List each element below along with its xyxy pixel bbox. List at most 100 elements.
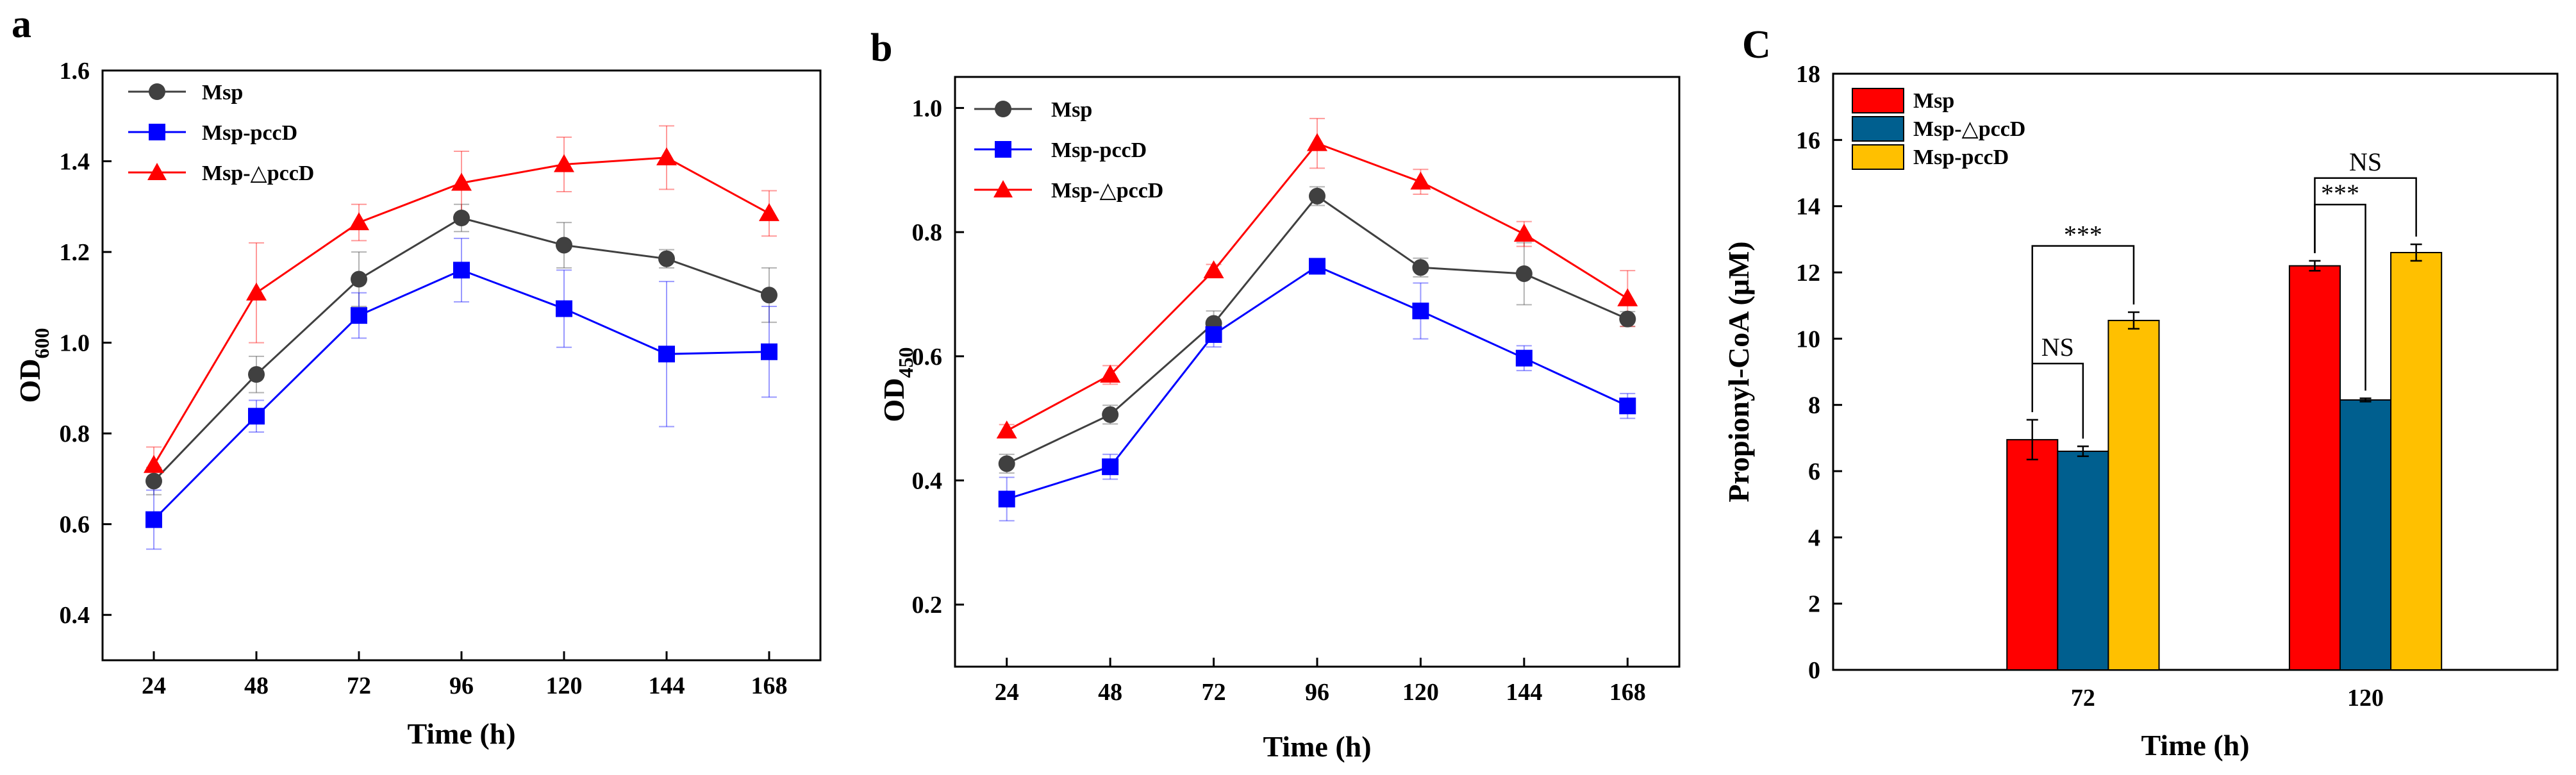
data-point-circle xyxy=(998,455,1015,472)
plot-area-c: NS *** *** NS xyxy=(2006,147,2443,671)
data-point-square xyxy=(761,343,777,360)
x-tick-label: 72 xyxy=(347,672,371,699)
data-point-triangle xyxy=(759,203,779,221)
error-bars xyxy=(146,237,777,550)
x-tick-label: 96 xyxy=(449,672,474,699)
significance-bracket: *** xyxy=(2031,221,2135,412)
significance-bracket: NS xyxy=(2031,333,2084,439)
legend-label: Msp-pccD xyxy=(1051,138,1147,162)
legend-swatch xyxy=(1852,144,1904,170)
x-axis-title-c: Time (h) xyxy=(2141,729,2249,762)
series-line xyxy=(1006,265,1628,500)
bracket-line xyxy=(2031,245,2135,412)
legend-swatch xyxy=(1852,116,1904,142)
legend-label: Msp-pccD xyxy=(1913,146,2009,169)
y-axis-b: 0.2 0.4 0.6 0.8 1.0 xyxy=(912,95,964,619)
legend-item: Msp xyxy=(1852,88,1954,113)
chart-panel-a: a 0.4 0.6 0.8 1.0 1.2 1.4 1.6 24 48 72 96 120 144 16… xyxy=(12,3,822,750)
data-point-circle xyxy=(761,287,777,304)
y-tick-label: 1.2 xyxy=(60,239,90,266)
series-markers xyxy=(145,262,777,528)
series-markers xyxy=(144,147,779,473)
data-point-square xyxy=(556,300,572,317)
y-tick-label: 6 xyxy=(1808,458,1820,485)
data-point-square xyxy=(998,490,1015,508)
legend-item: Msp-△pccD xyxy=(1852,116,2025,142)
data-point-circle xyxy=(556,237,572,254)
legend-label: Msp xyxy=(1913,89,1954,113)
legend-marker-triangle xyxy=(993,180,1013,197)
x-tick-label: 120 xyxy=(546,672,583,699)
y-tick-label: 2 xyxy=(1808,591,1820,618)
data-point-triangle xyxy=(1617,288,1638,306)
bar xyxy=(2107,319,2160,671)
series-markers xyxy=(145,210,777,490)
data-point-circle xyxy=(1102,406,1119,423)
legend-item: Msp-△pccD xyxy=(974,179,1163,203)
data-point-triangle xyxy=(1410,171,1431,190)
data-point-triangle xyxy=(554,154,574,172)
data-point-triangle xyxy=(144,454,164,473)
data-point-triangle xyxy=(349,212,369,231)
x-tick-label: 24 xyxy=(995,679,1019,706)
data-point-square xyxy=(145,511,162,528)
bar xyxy=(2057,451,2109,671)
data-point-circle xyxy=(1515,265,1533,282)
y-tick-label: 1.6 xyxy=(60,58,90,85)
y-axis-title-main-a: OD xyxy=(13,359,46,403)
data-point-circle xyxy=(248,366,265,383)
series-markers xyxy=(998,187,1636,472)
x-axis-a: 24 48 72 96 120 144 168 xyxy=(142,651,788,699)
y-tick-label: 16 xyxy=(1796,127,1820,154)
data-point-square xyxy=(1619,397,1636,415)
data-point-square xyxy=(658,346,675,363)
x-tick-label: 168 xyxy=(751,672,788,699)
data-point-triangle xyxy=(246,282,267,301)
y-tick-label: 8 xyxy=(1808,392,1820,419)
x-tick-label: 168 xyxy=(1609,679,1646,706)
significance-bracket: NS xyxy=(2314,147,2417,253)
y-tick-label: 0.6 xyxy=(912,344,943,371)
legend-marker-triangle xyxy=(147,163,167,180)
panel-label-b: b xyxy=(870,26,892,70)
x-axis-c: 72 120 xyxy=(2071,661,2384,712)
y-tick-label: 0.8 xyxy=(912,219,943,246)
y-tick-label: 12 xyxy=(1796,260,1820,287)
significance-label: NS xyxy=(2349,147,2382,176)
legend-item: Msp xyxy=(128,81,243,104)
legend-c: Msp Msp-△pccD Msp-pccD xyxy=(1852,88,2025,170)
data-point-triangle xyxy=(1203,260,1224,279)
data-point-circle xyxy=(351,271,367,288)
y-tick-label: 14 xyxy=(1796,194,1820,221)
data-point-circle xyxy=(145,472,162,490)
data-point-circle xyxy=(1619,310,1636,328)
x-tick-label: 144 xyxy=(1506,679,1542,706)
y-tick-label: 0.4 xyxy=(60,602,90,629)
x-axis-title-a: Time (h) xyxy=(407,717,515,750)
y-axis-a: 0.4 0.6 0.8 1.0 1.2 1.4 1.6 xyxy=(60,58,112,629)
data-point-square xyxy=(1102,458,1119,476)
legend-item: Msp xyxy=(974,98,1092,122)
legend-marker-circle xyxy=(995,101,1011,117)
data-point-square xyxy=(1515,349,1533,367)
x-tick-label: 72 xyxy=(1202,679,1226,706)
data-point-circle xyxy=(453,210,470,226)
data-point-square xyxy=(1309,258,1325,275)
significance-label: *** xyxy=(2064,221,2102,249)
x-axis-b: 24 48 72 96 120 144 168 xyxy=(995,658,1646,706)
data-point-triangle xyxy=(1307,133,1327,151)
significance-label: *** xyxy=(2321,179,2359,208)
legend-swatch xyxy=(1852,88,1904,113)
data-point-square xyxy=(351,307,367,324)
legend-label: Msp xyxy=(1051,98,1092,122)
data-point-circle xyxy=(1309,187,1325,204)
error-bars xyxy=(999,117,1636,438)
x-tick-label: 72 xyxy=(2071,685,2095,712)
legend-marker-circle xyxy=(149,83,165,100)
legend-item: Msp-pccD xyxy=(128,121,297,145)
y-tick-label: 0.2 xyxy=(912,592,943,619)
y-axis-title-c: Propionyl-CoA (μM) xyxy=(1722,241,1755,502)
y-tick-label: 0 xyxy=(1808,657,1820,684)
plot-area-b xyxy=(996,117,1638,522)
